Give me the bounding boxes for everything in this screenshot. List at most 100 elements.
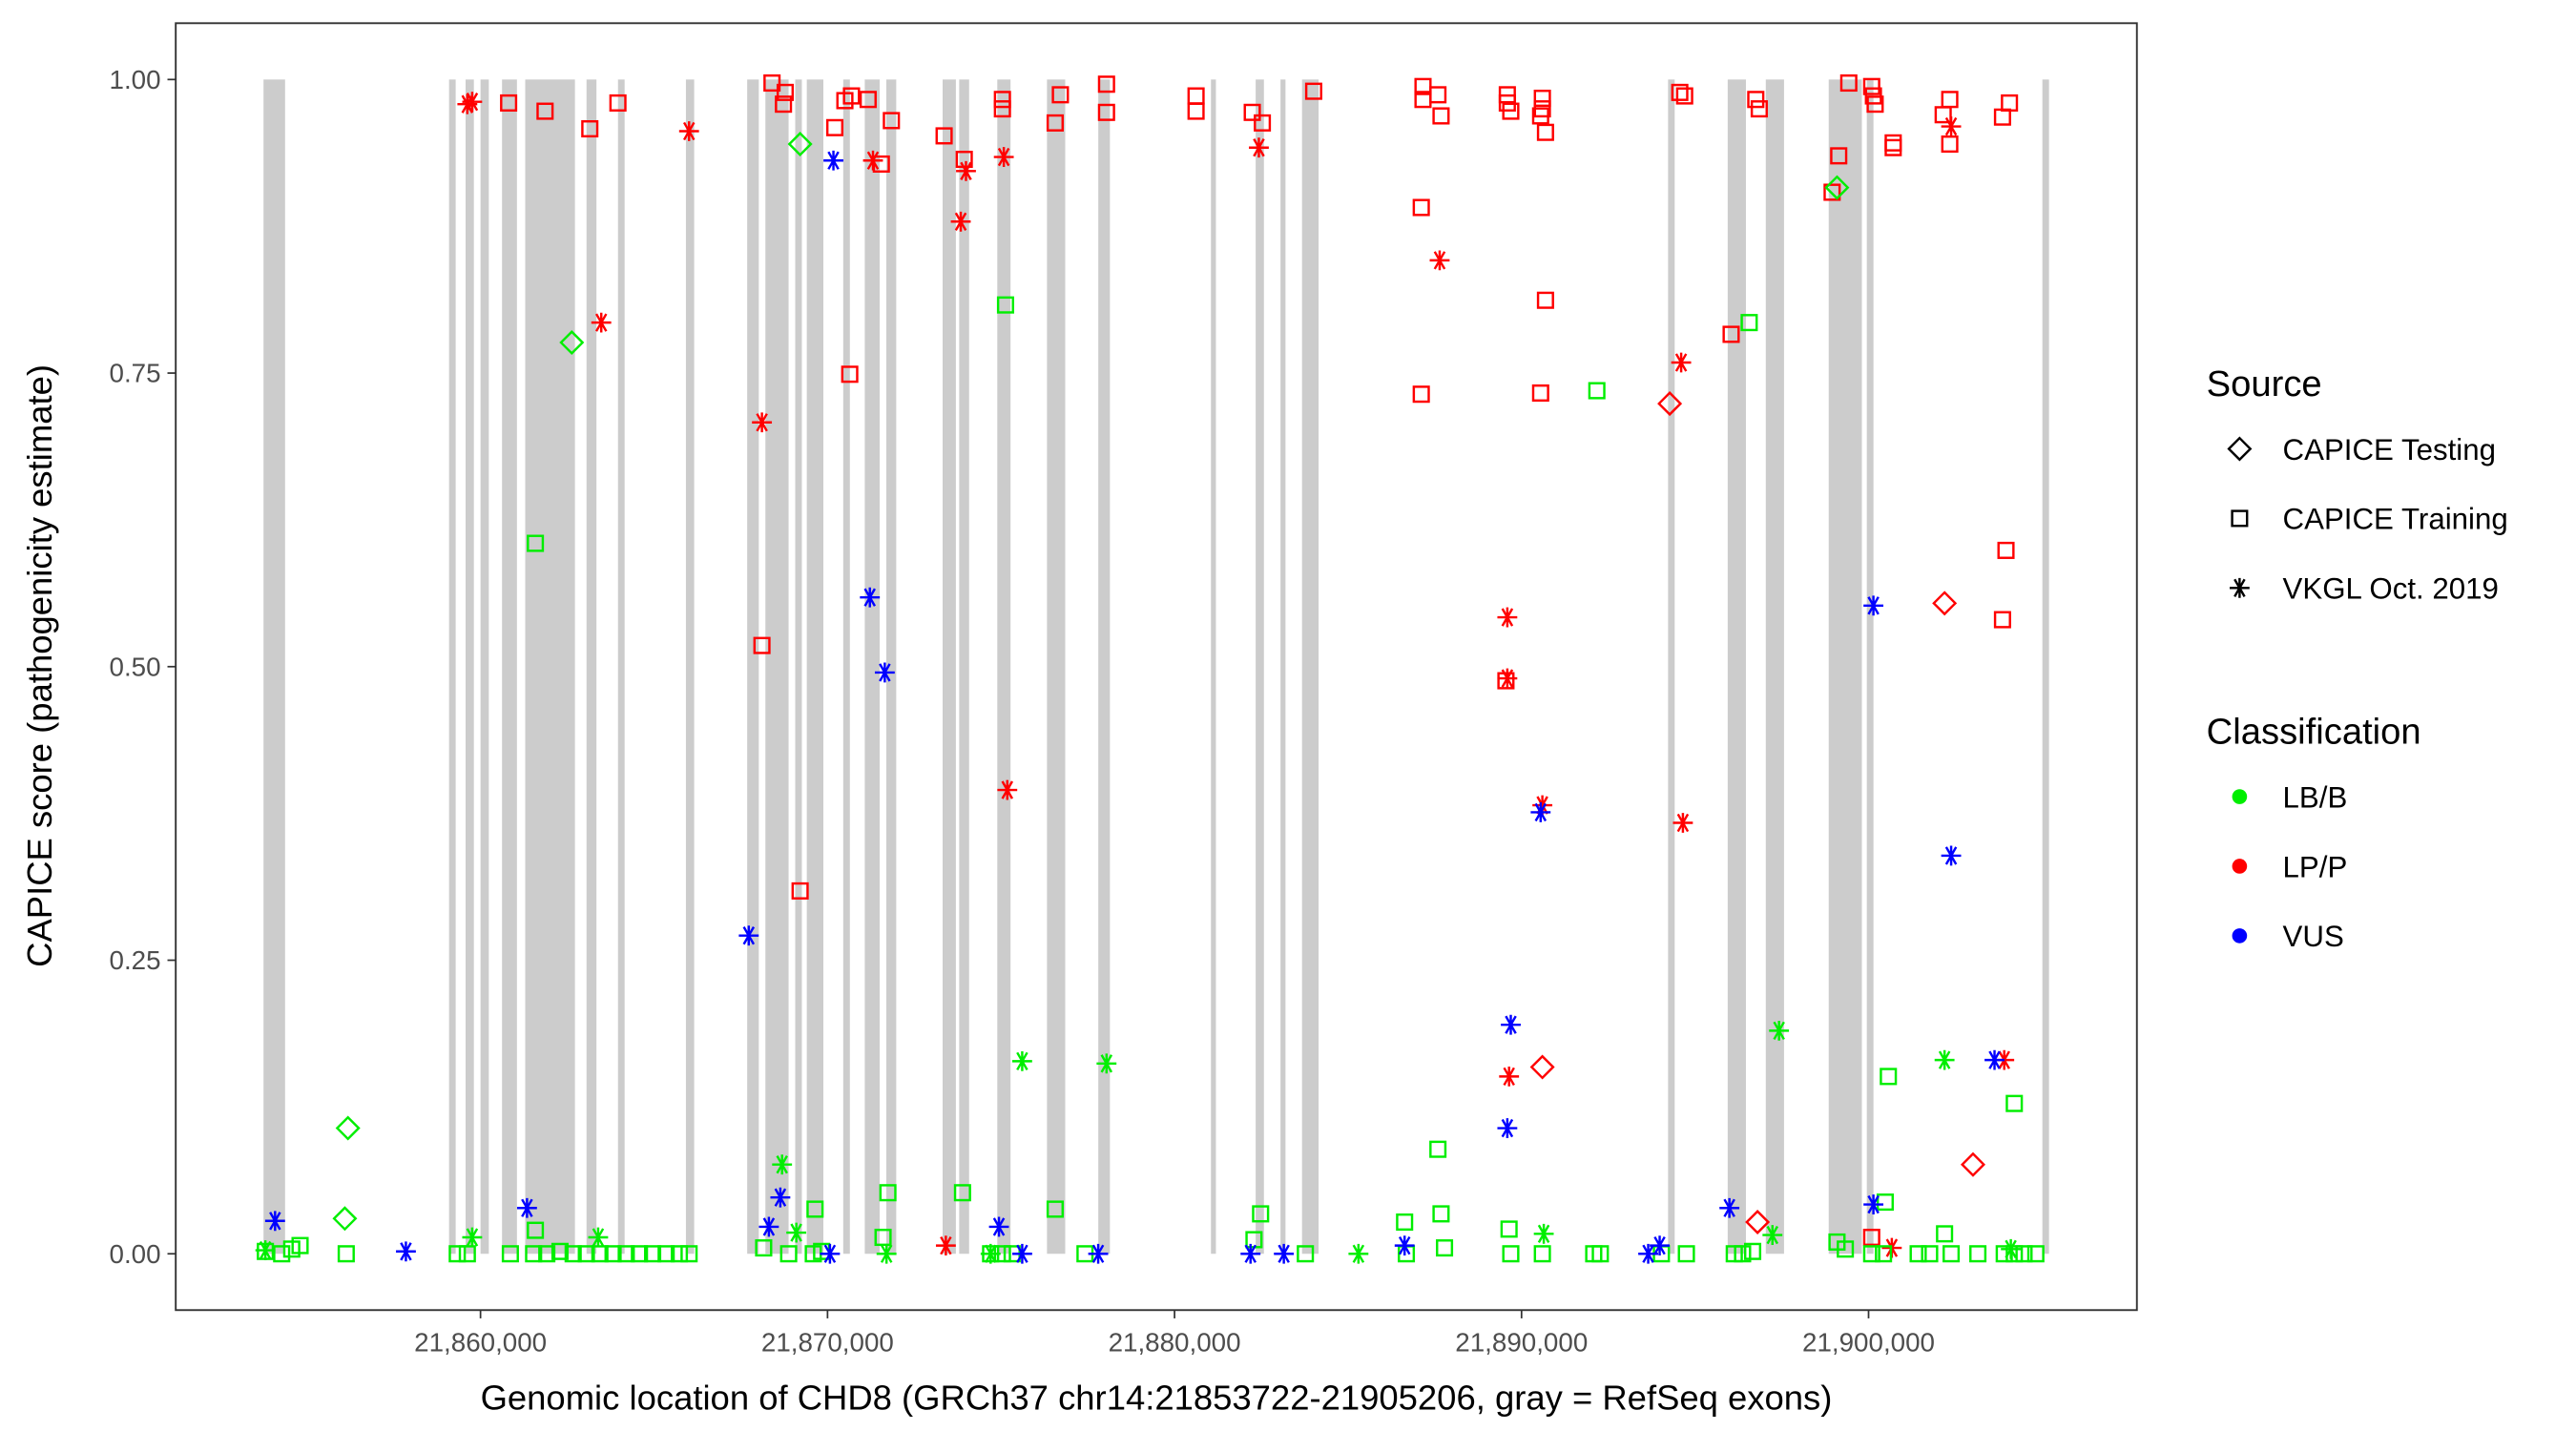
exon-band — [525, 79, 575, 1255]
data-point — [1533, 1223, 1554, 1244]
data-point — [1934, 1049, 1955, 1070]
exon-band — [864, 79, 881, 1255]
data-point — [1436, 1239, 1454, 1257]
data-point — [581, 120, 599, 138]
legend-diamond-icon — [2227, 436, 2253, 462]
data-point — [1969, 1245, 1987, 1263]
data-point — [1499, 1066, 1520, 1087]
data-point — [1747, 91, 1765, 109]
data-point — [787, 132, 813, 157]
legend-source-label: VKGL Oct. 2019 — [2283, 572, 2499, 606]
exon-band — [1765, 79, 1784, 1255]
data-point — [264, 1211, 285, 1232]
data-point — [988, 1216, 1009, 1237]
legend-dot-icon — [2232, 789, 2248, 804]
data-points — [255, 73, 2045, 1264]
exon-band — [1098, 79, 1111, 1255]
y-axis-title: CAPICE score (pathogenicity estimate) — [20, 364, 59, 967]
data-point — [1529, 1054, 1555, 1080]
data-point — [2001, 1238, 2022, 1259]
data-point — [1432, 107, 1450, 125]
legend-dot-icon — [2232, 859, 2248, 874]
exon-band — [997, 79, 1011, 1255]
data-point — [950, 211, 971, 232]
data-point — [1588, 382, 1606, 400]
data-point — [500, 93, 518, 112]
exon-band — [480, 79, 489, 1255]
data-point — [1941, 135, 1959, 154]
data-point — [775, 95, 793, 114]
data-point — [1252, 1205, 1270, 1223]
data-point — [1909, 1245, 1927, 1263]
data-point — [1830, 147, 1848, 165]
legend-square-icon — [2231, 509, 2249, 528]
data-point — [1941, 116, 1962, 136]
data-point — [772, 1154, 793, 1175]
exon-band — [263, 79, 285, 1255]
data-point — [458, 1245, 476, 1263]
data-point — [763, 73, 781, 93]
data-point — [1412, 385, 1430, 404]
data-point — [462, 92, 483, 113]
data-point — [1097, 75, 1115, 93]
data-point — [1297, 1245, 1315, 1263]
data-point — [538, 1245, 556, 1263]
data-point — [1750, 100, 1768, 118]
data-point — [1675, 87, 1693, 105]
data-point — [1921, 1245, 1939, 1263]
data-point — [448, 1245, 467, 1263]
data-point — [1936, 1225, 1954, 1243]
data-point — [551, 1242, 569, 1260]
data-point — [1533, 90, 1551, 108]
exon-band — [806, 79, 823, 1255]
data-point — [1096, 1053, 1117, 1074]
data-point — [1863, 595, 1884, 616]
data-point — [874, 1228, 892, 1247]
data-point — [462, 1227, 483, 1248]
data-point — [879, 1184, 897, 1202]
data-point — [1097, 103, 1115, 121]
data-point — [1762, 1225, 1783, 1245]
data-point — [525, 1245, 543, 1263]
data-point — [1500, 1220, 1518, 1238]
data-point — [1941, 91, 1959, 109]
data-point — [993, 100, 1011, 118]
data-point — [1722, 325, 1740, 343]
data-point — [1745, 1209, 1771, 1235]
data-point — [953, 1184, 971, 1202]
x-axis-title: Genomic location of CHD8 (GRCh37 chr14:2… — [481, 1378, 1833, 1417]
data-point — [1672, 813, 1693, 833]
legend-classification-label: LB/B — [2283, 780, 2348, 814]
data-point — [806, 1200, 824, 1218]
y-tick-label: 0.50 — [110, 652, 161, 681]
data-point — [1240, 1243, 1261, 1264]
data-point — [770, 1187, 791, 1208]
data-point — [588, 1227, 609, 1248]
data-point — [996, 296, 1014, 314]
data-point — [536, 102, 554, 120]
legend-asterisk-icon — [2229, 577, 2250, 598]
exon-band — [1211, 79, 1216, 1255]
data-point — [337, 1245, 355, 1263]
data-point — [738, 925, 759, 946]
data-point — [1254, 114, 1272, 132]
data-point — [1497, 668, 1518, 689]
exon-band — [685, 79, 695, 1255]
data-point — [1243, 103, 1261, 121]
data-point — [255, 1240, 276, 1260]
data-point — [1536, 123, 1554, 141]
data-point — [779, 1245, 798, 1263]
exon-band — [795, 79, 802, 1255]
data-point — [1046, 1200, 1064, 1218]
data-point — [335, 1115, 361, 1141]
data-point — [396, 1241, 416, 1262]
legend-source-title: Source — [2207, 363, 2322, 404]
exon-band — [943, 79, 956, 1255]
data-point — [457, 93, 478, 114]
data-point — [1671, 83, 1689, 101]
data-point — [1932, 591, 1958, 616]
legend-classification-label: LP/P — [2283, 850, 2348, 883]
data-point — [501, 1245, 519, 1263]
data-point — [1530, 802, 1551, 822]
